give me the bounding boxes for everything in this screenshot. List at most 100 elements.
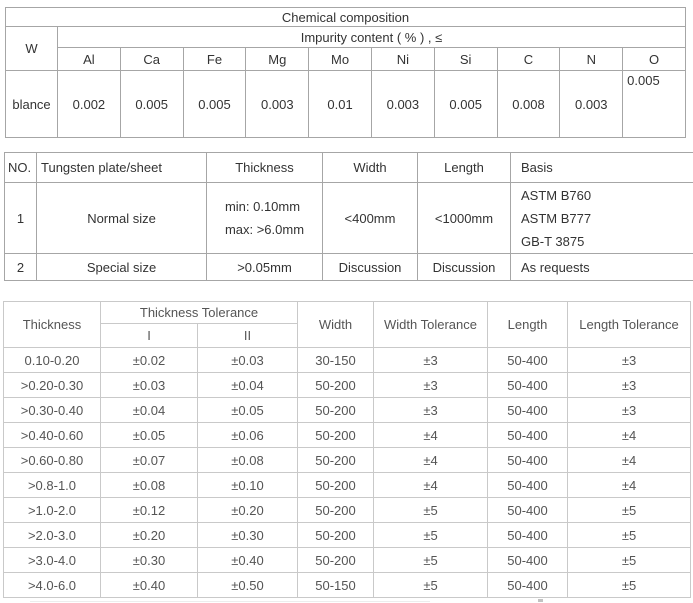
cell: 0.005 <box>119 70 184 138</box>
cell: >0.40-0.60 <box>3 422 101 448</box>
cell: 0.003 <box>559 70 624 138</box>
cell: ±5 <box>373 522 489 548</box>
cell: ±3 <box>567 397 692 423</box>
cell: >0.20-0.30 <box>3 372 101 398</box>
table-row: 2 Special size >0.05mm Discussion Discus… <box>4 253 693 281</box>
cell: 50-200 <box>297 472 375 498</box>
cell: ±0.20 <box>100 522 198 548</box>
cell: ±0.30 <box>196 522 299 548</box>
tolerance-table: Thickness Thickness Tolerance Width Widt… <box>3 301 692 598</box>
cell: ±0.50 <box>196 572 299 598</box>
cell: ±0.08 <box>196 447 299 473</box>
cell: ±3 <box>567 372 692 398</box>
w-header-cell: W <box>5 26 58 71</box>
cell: >0.60-0.80 <box>3 447 101 473</box>
cell-thickness: min: 0.10mm max: >6.0mm <box>206 182 323 254</box>
cell: >0.30-0.40 <box>3 397 101 423</box>
cell: 50-400 <box>487 522 569 548</box>
cell: ±5 <box>567 522 692 548</box>
row-label-cell: blance <box>5 70 58 138</box>
cell-basis: ASTM B760 ASTM B777 GB-T 3875 <box>510 182 693 254</box>
cell: ±4 <box>567 422 692 448</box>
cell: 50-400 <box>487 397 569 423</box>
cell: ±3 <box>373 372 489 398</box>
cell: ±0.04 <box>196 372 299 398</box>
table-row: >2.0-3.0 ±0.20 ±0.30 50-200 ±5 50-400 ±5 <box>3 522 692 548</box>
header-thickness-tolerance: Thickness Tolerance <box>99 301 299 324</box>
header-class-i: I <box>100 323 198 348</box>
cell: 0.005 <box>182 70 247 138</box>
size-table: NO. Tungsten plate/sheet Thickness Width Len… <box>4 152 693 281</box>
cell: 50-200 <box>297 547 375 573</box>
text-line: ASTM B777 <box>521 210 592 226</box>
header-length: Length <box>487 301 569 348</box>
cell: 50-400 <box>487 372 569 398</box>
cell: 50-400 <box>487 347 569 373</box>
header-thickness: Thickness <box>3 301 101 348</box>
cell: 0.005 <box>622 70 686 138</box>
cell: 0.003 <box>245 70 310 138</box>
header-width-tolerance: Width Tolerance <box>373 301 489 348</box>
cell: ±0.02 <box>100 347 198 373</box>
cell: ±0.30 <box>100 547 198 573</box>
cell: 50-200 <box>297 422 375 448</box>
cell: 50-150 <box>297 572 375 598</box>
table-row: 1 Normal size min: 0.10mm max: >6.0mm <4… <box>4 182 693 254</box>
cell: Al <box>57 47 121 71</box>
cell-no: 1 <box>4 182 37 254</box>
table-row: >4.0-6.0 ±0.40 ±0.50 50-150 ±5 50-400 ±5 <box>3 572 692 598</box>
header-length-tolerance: Length Tolerance <box>567 301 692 348</box>
cell: Ni <box>370 47 435 71</box>
table-row: >1.0-2.0 ±0.12 ±0.20 50-200 ±5 50-400 ±5 <box>3 497 692 523</box>
text-line: GB-T 3875 <box>521 233 585 249</box>
cell: 0.008 <box>496 70 561 138</box>
chemical-composition-table: Chemical composition W Impurity content … <box>5 7 686 138</box>
cell: ±3 <box>373 397 489 423</box>
cell-thickness: >0.05mm <box>206 253 323 281</box>
cell: >4.0-6.0 <box>3 572 101 598</box>
cell: >1.0-2.0 <box>3 497 101 523</box>
cell: ±5 <box>373 547 489 573</box>
impurity-header-cell: Impurity content ( % ) , ≤ <box>57 26 686 48</box>
cell-width: Discussion <box>322 253 418 281</box>
table-row: >0.8-1.0 ±0.08 ±0.10 50-200 ±4 50-400 ±4 <box>3 472 692 498</box>
cell: ±4 <box>373 472 489 498</box>
text-line: ASTM B760 <box>521 187 592 203</box>
cell: 50-200 <box>297 397 375 423</box>
cell: 50-400 <box>487 447 569 473</box>
cell: Basis <box>510 152 693 183</box>
table-row: >0.30-0.40 ±0.04 ±0.05 50-200 ±3 50-400 ±3 <box>3 397 692 423</box>
cell: 50-400 <box>487 497 569 523</box>
cell: ±0.03 <box>100 372 198 398</box>
element-header-row: Al Ca Fe Mg Mo Ni Si C N O <box>6 47 686 71</box>
cell: ±0.05 <box>100 422 198 448</box>
cell: ±0.07 <box>100 447 198 473</box>
cell: 50-400 <box>487 472 569 498</box>
cell: N <box>559 47 624 71</box>
cell: Length <box>417 152 511 183</box>
cell: ±5 <box>567 547 692 573</box>
cell: >3.0-4.0 <box>3 547 101 573</box>
cell: 0.01 <box>308 70 372 138</box>
chem-table-title: Chemical composition <box>5 7 686 27</box>
cell: ±5 <box>567 572 692 598</box>
text-line: max: >6.0mm <box>224 222 305 237</box>
cell: 50-200 <box>297 497 375 523</box>
cell: Mo <box>308 47 372 71</box>
cell: ±5 <box>373 497 489 523</box>
cell: 50-200 <box>297 447 375 473</box>
cell: ±0.06 <box>196 422 299 448</box>
cell: Thickness <box>206 152 323 183</box>
table-row: >0.60-0.80 ±0.07 ±0.08 50-200 ±4 50-400 ±4 <box>3 447 692 473</box>
table-row: >0.20-0.30 ±0.03 ±0.04 50-200 ±3 50-400 ±3 <box>3 372 692 398</box>
cell: ±0.40 <box>100 572 198 598</box>
cell: 50-400 <box>487 422 569 448</box>
cell-width: <400mm <box>322 182 418 254</box>
cell: Si <box>433 47 498 71</box>
cell: 30-150 <box>297 347 375 373</box>
cell: ±4 <box>567 472 692 498</box>
cell: ±4 <box>373 447 489 473</box>
cell: ±3 <box>373 347 489 373</box>
cell: Mg <box>245 47 310 71</box>
size-table-header-row: NO. Tungsten plate/sheet Thickness Width Len… <box>4 152 693 183</box>
